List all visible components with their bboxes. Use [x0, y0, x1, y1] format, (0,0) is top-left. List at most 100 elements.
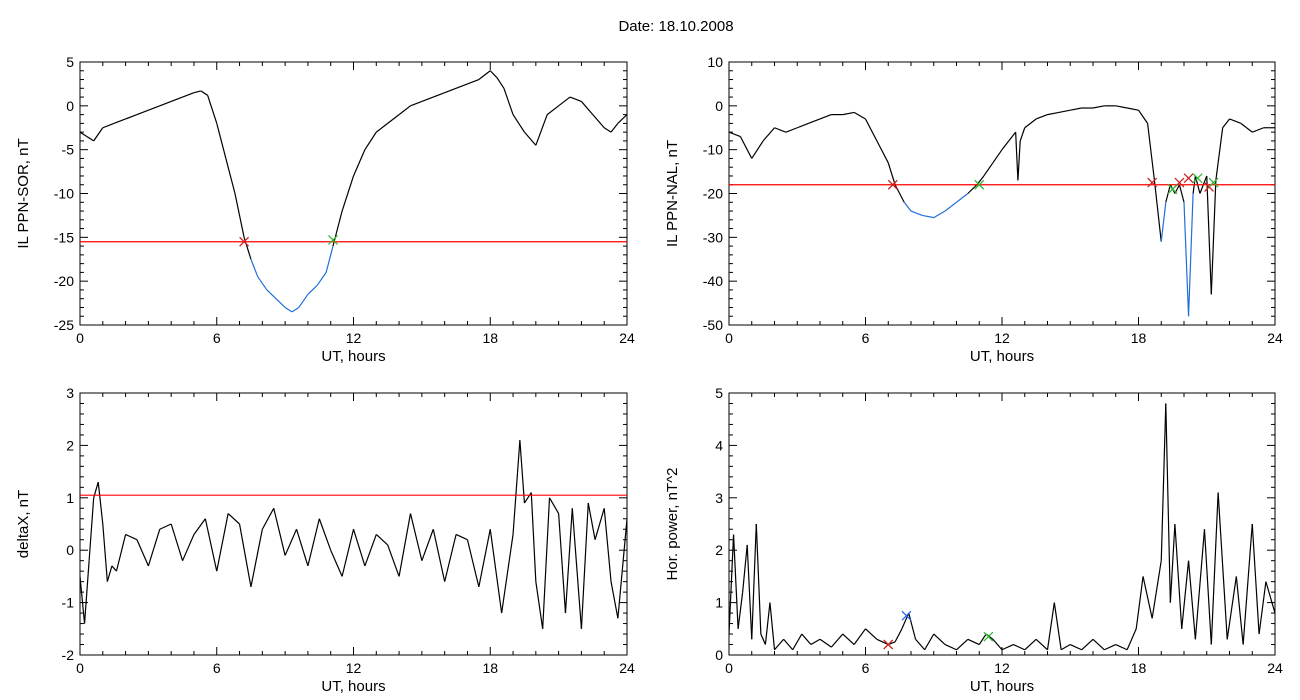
series-segment: [200, 90, 208, 96]
series-segment: [496, 77, 505, 89]
series-segment: [1035, 114, 1048, 120]
x-tick-label: 12: [346, 660, 362, 676]
series-segment: [364, 534, 377, 567]
series-segment: [1229, 118, 1242, 124]
series-segment: [1187, 560, 1196, 640]
crossing-up-marker-stroke-b: [328, 235, 338, 245]
series-segment: [910, 210, 923, 216]
series-segment: [409, 513, 423, 561]
series-segment: [148, 105, 160, 111]
series-segment: [729, 131, 741, 138]
series-segment: [136, 539, 149, 567]
y-tick-label: 5: [66, 54, 74, 70]
series-segment: [548, 497, 560, 514]
series-segment: [398, 105, 411, 116]
series-segment: [1126, 628, 1137, 650]
crossing-down-marker: [239, 236, 250, 247]
series-segment: [106, 565, 113, 582]
x-tick-label: 0: [76, 660, 84, 676]
x-tick-label: 24: [619, 330, 635, 346]
series-segment: [318, 518, 332, 551]
series-segment: [1015, 132, 1019, 181]
series-segment: [170, 96, 183, 103]
series-segment: [332, 210, 343, 247]
series-segment: [364, 131, 377, 150]
series-segment: [147, 529, 161, 567]
crossing-up-marker-stroke-b: [983, 631, 994, 642]
series-segment: [746, 544, 753, 640]
series-segment: [1151, 560, 1162, 619]
series-segment: [739, 136, 753, 159]
y-tick-label: 4: [715, 437, 723, 453]
x-axis-label: UT, hours: [321, 348, 385, 365]
series-segment: [617, 518, 627, 619]
series-segment: [1081, 638, 1094, 651]
series-segment: [764, 602, 771, 645]
series-segment: [1181, 560, 1190, 629]
series-segment: [1183, 202, 1190, 317]
series-segment: [1013, 643, 1026, 651]
data-layer: [80, 440, 627, 629]
series-segment: [1210, 180, 1217, 295]
series-segment: [944, 201, 957, 212]
x-tick-label: 0: [76, 330, 84, 346]
series-segment: [535, 114, 548, 146]
series-segment: [908, 612, 917, 640]
series-segment: [207, 95, 218, 124]
series-segment: [901, 612, 910, 630]
crossing-down-marker-stroke-b: [1183, 173, 1194, 184]
series-segment: [375, 122, 389, 133]
y-tick-label: 0: [715, 98, 723, 114]
series-segment: [751, 523, 757, 640]
series-segment: [387, 114, 400, 124]
series-segment: [1160, 202, 1167, 242]
series-segment: [915, 638, 926, 651]
series-segment: [1060, 644, 1071, 651]
crossing-down-marker-stroke-b: [1147, 177, 1158, 188]
series-segment: [298, 293, 309, 308]
series-segment: [842, 111, 855, 116]
series-segment: [273, 508, 286, 556]
y-tick-label: 1: [66, 490, 74, 506]
series-segment: [455, 533, 468, 541]
series-segment: [478, 529, 491, 587]
series-segment: [1240, 122, 1253, 133]
max-marker: [901, 610, 912, 621]
y-axis-label: IL PPN-SOR, nT: [15, 138, 32, 248]
series-segment: [421, 529, 434, 561]
series-segment: [444, 534, 457, 582]
chart-panel-hor-power: 0 6 12 18 24 5 4 3 2 1 0 UT, hours Hor. power, nT^2: [664, 385, 1283, 695]
data-layer: [729, 105, 1275, 317]
x-tick-label: 12: [994, 330, 1010, 346]
y-axis-label: Hor. power, nT^2: [664, 468, 681, 581]
crossing-up-marker-stroke-b: [974, 179, 985, 190]
series-segment: [755, 523, 762, 635]
series-segment: [610, 581, 619, 619]
series-segment: [111, 565, 117, 572]
series-segment: [792, 633, 803, 651]
series-segment: [983, 162, 994, 177]
series-segment: [1147, 123, 1156, 181]
y-tick-label: 0: [66, 542, 74, 558]
series-segment: [558, 96, 571, 107]
series-segment: [330, 549, 343, 577]
crossing-down-marker-stroke-b: [239, 236, 250, 247]
series-segment: [136, 109, 149, 116]
series-segment: [956, 193, 969, 203]
series-segment: [819, 638, 832, 648]
series-segment: [93, 127, 104, 142]
series-segment: [785, 127, 798, 133]
series-segment: [876, 638, 889, 646]
y-tick-label: 5: [715, 385, 723, 401]
series-segment: [737, 592, 744, 629]
x-tick-label: 18: [1131, 660, 1147, 676]
plot-frame: [79, 61, 628, 326]
series-segment: [432, 529, 446, 582]
x-tick-label: 6: [213, 660, 221, 676]
series-segment: [1178, 184, 1185, 203]
x-tick-label: 12: [994, 660, 1010, 676]
series-segment: [1174, 523, 1183, 629]
series-segment: [519, 440, 526, 504]
series-segment: [751, 140, 764, 159]
series-segment: [204, 518, 218, 572]
